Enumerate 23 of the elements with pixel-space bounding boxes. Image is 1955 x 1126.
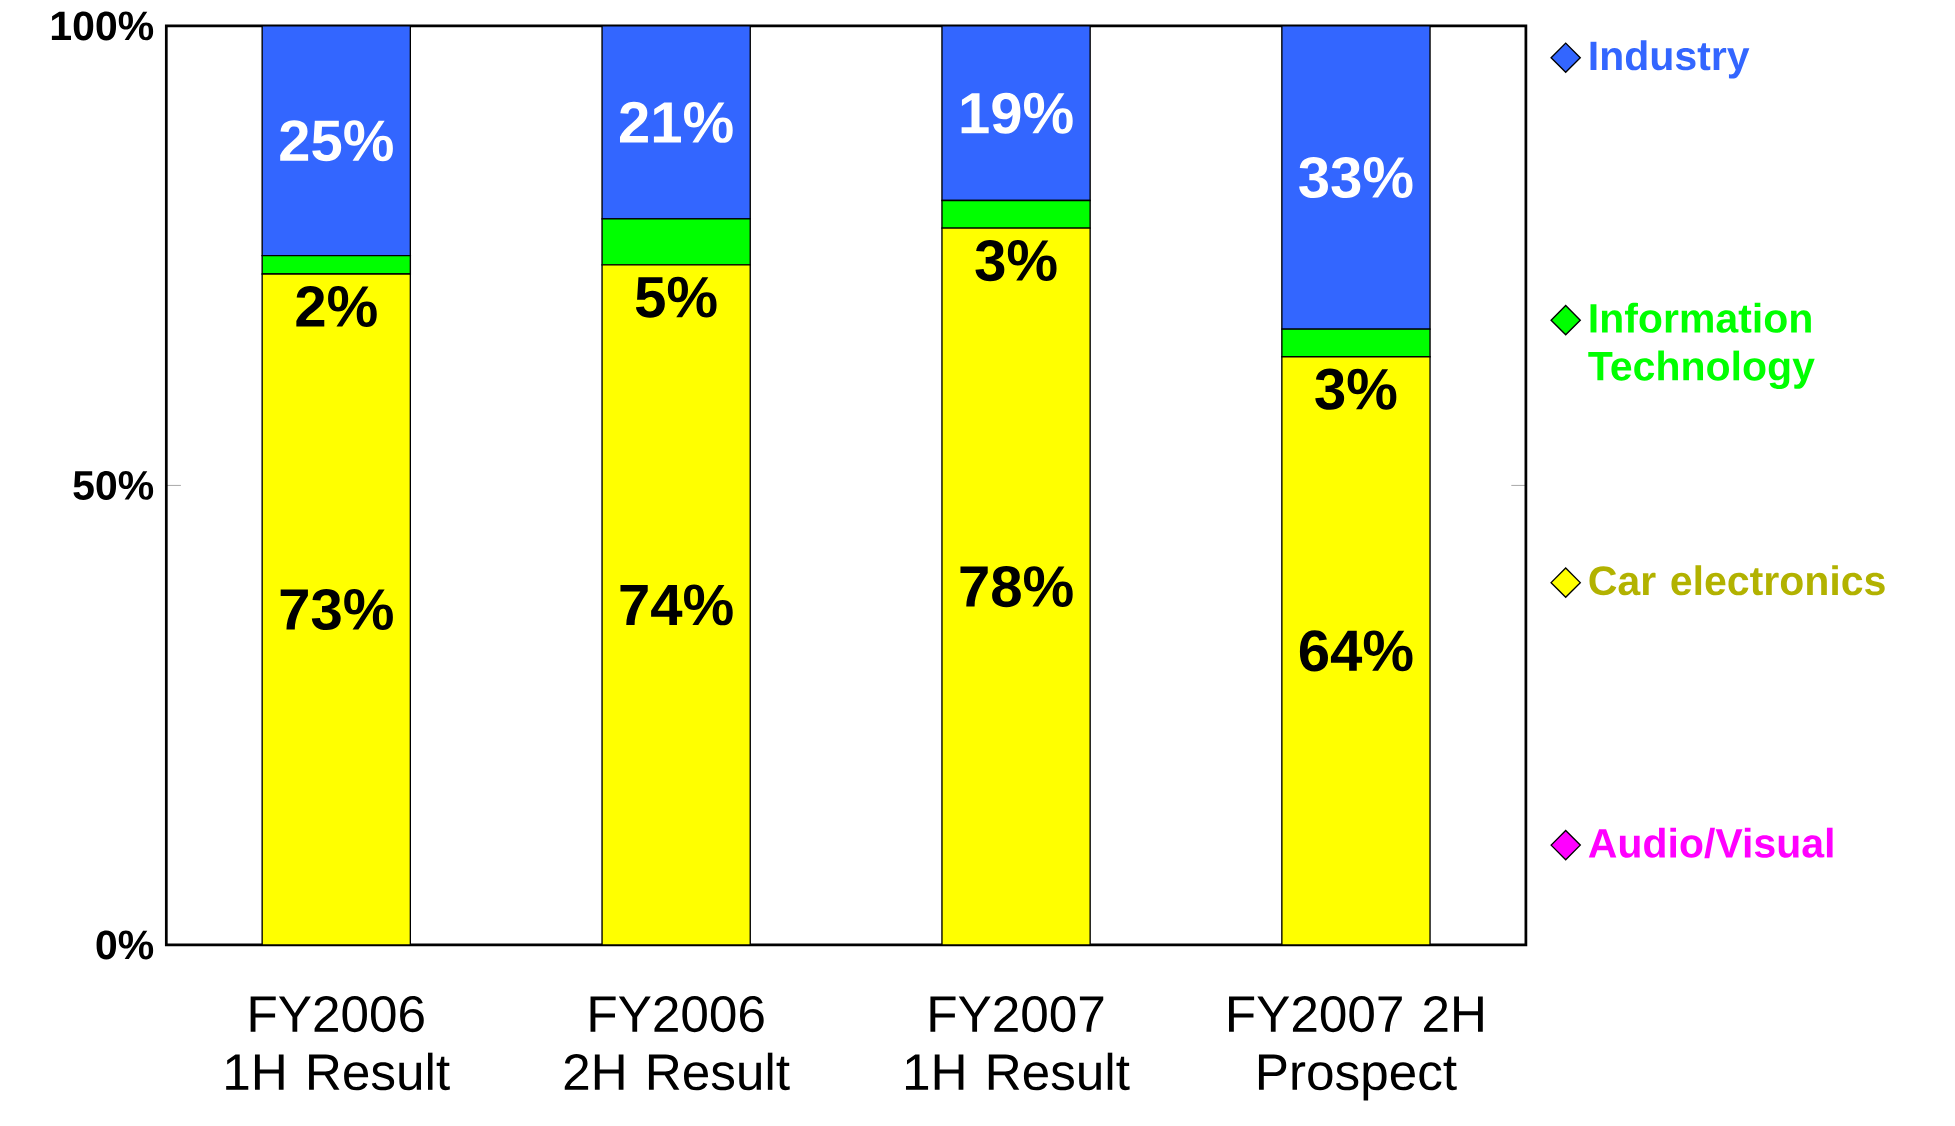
data-label: 74%: [620, 584, 733, 626]
legend-label: Audio/Visual: [1588, 827, 1833, 859]
y-tick-label: 50%: [73, 470, 154, 500]
data-label: 64%: [1299, 630, 1413, 672]
data-label: 33%: [1299, 156, 1413, 199]
legend-label: Information Technology: [1588, 302, 1815, 390]
x-tick-label: FY2007 1H Result: [905, 995, 1130, 1091]
data-label: 21%: [620, 101, 733, 143]
data-label: 78%: [960, 566, 1073, 608]
x-tick-label: FY2007 2H Prospect: [1229, 995, 1483, 1101]
legend-label: Car electronics: [1589, 565, 1885, 596]
y-tick-label: 100%: [51, 11, 154, 41]
data-label: 5%: [635, 276, 717, 318]
data-label: 3%: [1315, 368, 1397, 410]
x-tick-label: FY2006 2H Result: [564, 995, 790, 1091]
y-tick-label: 0%: [96, 930, 154, 960]
data-label: 3%: [975, 240, 1057, 282]
legend-label: Industry: [1590, 40, 1750, 79]
data-label: 73%: [280, 588, 393, 631]
data-label: 2%: [296, 286, 377, 328]
x-tick-label: FY2006 1H Result: [226, 995, 450, 1091]
data-label: 25%: [280, 120, 393, 162]
data-label: 19%: [961, 92, 1073, 134]
